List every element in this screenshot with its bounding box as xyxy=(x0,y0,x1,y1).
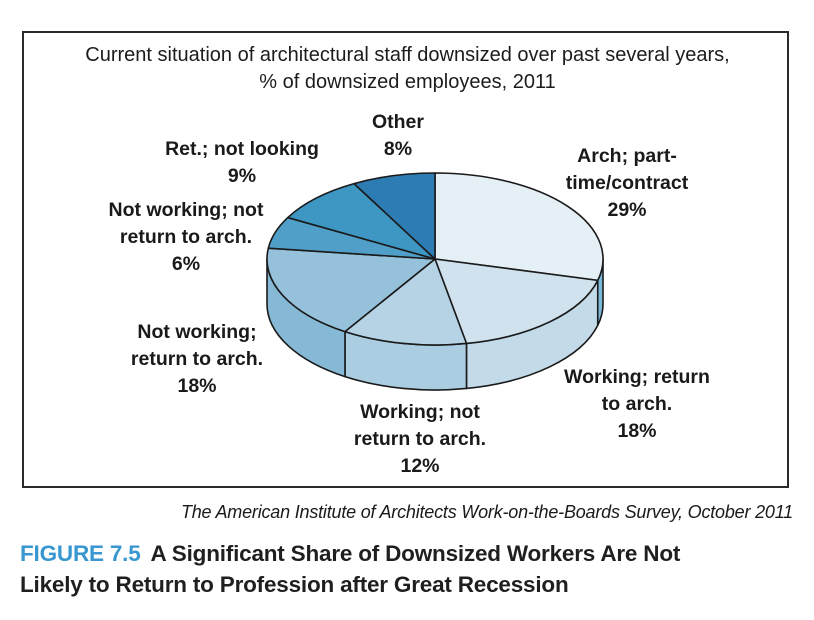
figure-caption: FIGURE 7.5 A Significant Share of Downsiz… xyxy=(20,538,800,600)
caption-text-line2: Likely to Return to Profession after Gre… xyxy=(20,572,569,597)
slice-label-retired: Ret.; not looking 9% xyxy=(165,138,319,187)
pie-slice-1 xyxy=(434,258,599,345)
caption-text-line1: A Significant Share of Downsized Workers… xyxy=(150,541,681,566)
pie-slice-0 xyxy=(434,172,604,282)
slice-label-other: Other 8% xyxy=(371,111,424,160)
chart-title-line1: Current situation of architectural staff… xyxy=(85,44,730,66)
slice-label-arch-parttime: Arch; part- time/contract 29% xyxy=(565,145,689,221)
pie-slice-3 xyxy=(266,247,436,333)
slice-label-working-notreturn: Working; not return to arch. 12% xyxy=(353,401,487,477)
pie-slice-2 xyxy=(344,258,468,346)
slice-label-notworking-notreturn: Not working; not return to arch. 6% xyxy=(108,199,264,275)
slice-label-notworking-return: Not working; return to arch. 18% xyxy=(130,321,264,397)
chart-title: Current situation of architectural staff… xyxy=(22,42,793,96)
pie-slice-6 xyxy=(353,172,436,260)
source-citation: The American Institute of Architects Wor… xyxy=(180,502,793,522)
figure-number: FIGURE 7.5 xyxy=(20,541,141,566)
slice-label-working-return: Working; return to arch. 18% xyxy=(564,366,710,442)
chart-title-line2: % of downsized employees, 2011 xyxy=(259,71,556,93)
pie-slice-5 xyxy=(286,182,436,260)
